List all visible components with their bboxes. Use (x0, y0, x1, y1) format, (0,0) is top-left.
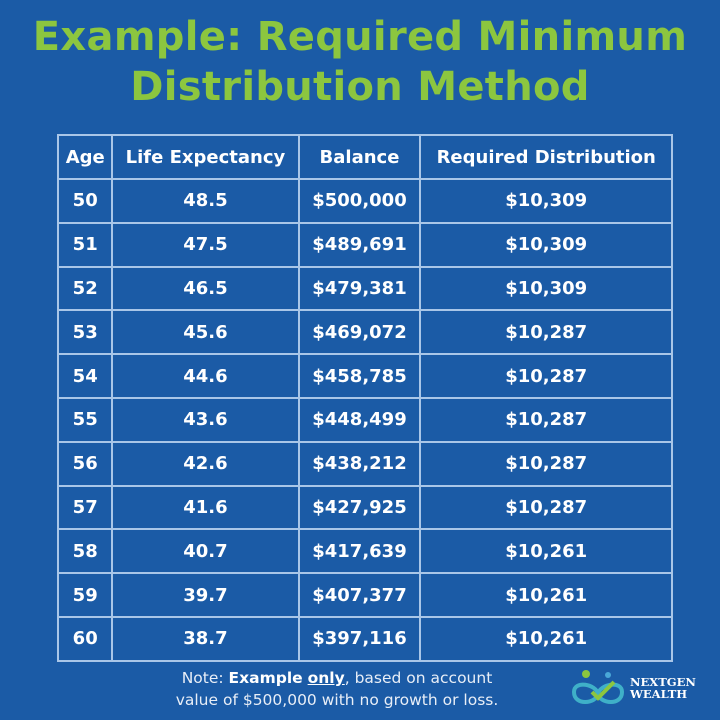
table-cell: 45.6 (111, 309, 300, 356)
table-cell: $427,925 (297, 484, 422, 531)
table-cell: $10,261 (419, 572, 673, 618)
note-line2: value of $500,000 with no growth or loss… (175, 691, 499, 709)
table-cell: 41.6 (111, 484, 300, 531)
table-cell: $438,212 (297, 440, 422, 487)
table-cell: $500,000 (297, 178, 422, 224)
table-row: 59 39.7 $407,377 $10,261 (56, 572, 673, 618)
table-cell: $417,639 (297, 528, 422, 575)
logo-text: NEXTGEN WEALTH (630, 676, 696, 700)
table-cell: 52 (56, 265, 114, 312)
note-underlined: only (307, 669, 345, 687)
table-cell: $10,287 (419, 484, 673, 531)
column-header: Age (56, 134, 114, 180)
table-cell: 43.6 (111, 396, 300, 443)
note-prefix: Note: (181, 669, 229, 687)
logo-line2: WEALTH (630, 687, 688, 701)
table-cell: 50 (56, 178, 114, 224)
table-row: 56 42.6 $438,212 $10,287 (56, 440, 673, 487)
table-cell: $10,309 (419, 265, 673, 312)
table-cell: 46.5 (111, 265, 300, 312)
table-cell: 44.6 (111, 353, 300, 399)
table-cell: $397,116 (297, 615, 422, 662)
nextgen-wealth-logo: NEXTGEN WEALTH (568, 666, 708, 714)
table-cell: 55 (56, 396, 114, 443)
table-cell: 47.5 (111, 221, 300, 268)
table-cell: $10,287 (419, 309, 673, 356)
table-cell: 38.7 (111, 615, 300, 662)
table-row: 58 40.7 $417,639 $10,261 (56, 528, 673, 575)
column-header: Life Expectancy (111, 134, 300, 180)
logo-line1: NEXTGEN (630, 675, 696, 689)
table-cell: $10,287 (419, 440, 673, 487)
table-cell: 56 (56, 440, 114, 487)
table-cell: 58 (56, 528, 114, 575)
table-header-row: Age Life Expectancy Balance Required Distri… (56, 134, 673, 180)
table-row: 54 44.6 $458,785 $10,287 (56, 353, 673, 399)
table-cell: 60 (56, 615, 114, 662)
note-bold: Example (228, 669, 303, 687)
column-header: Required Distribution (419, 134, 673, 180)
table-row: 60 38.7 $397,116 $10,261 (56, 615, 673, 662)
footnote: Note: Example only, based on account val… (172, 667, 502, 711)
table-cell: $469,072 (297, 309, 422, 356)
note-line1: , based on account (344, 669, 493, 687)
table-row: 53 45.6 $469,072 $10,287 (56, 309, 673, 356)
table-cell: 48.5 (111, 178, 300, 224)
table-cell: $479,381 (297, 265, 422, 312)
table-cell: 42.6 (111, 440, 300, 487)
page-title: Example: Required Minimum Distribution M… (32, 14, 688, 110)
table-cell: 40.7 (111, 528, 300, 575)
table-cell: $10,309 (419, 221, 673, 268)
table-cell: 57 (56, 484, 114, 531)
table-cell: $10,261 (419, 615, 673, 662)
table-row: 50 48.5 $500,000 $10,309 (56, 178, 673, 224)
table-cell: 53 (56, 309, 114, 356)
table-cell: $448,499 (297, 396, 422, 443)
column-header: Balance (297, 134, 422, 180)
table-cell: $10,287 (419, 396, 673, 443)
table-row: 51 47.5 $489,691 $10,309 (56, 221, 673, 268)
table-row: 57 41.6 $427,925 $10,287 (56, 484, 673, 531)
table-cell: $489,691 (297, 221, 422, 268)
table-cell: $10,309 (419, 178, 673, 224)
table-row: 52 46.5 $479,381 $10,309 (56, 265, 673, 312)
table-cell: $458,785 (297, 353, 422, 399)
table-cell: $10,287 (419, 353, 673, 399)
table-cell: $10,261 (419, 528, 673, 575)
infinity-logo-icon (571, 670, 625, 704)
table-cell: 51 (56, 221, 114, 268)
table-cell: 59 (56, 572, 114, 618)
table-cell: 39.7 (111, 572, 300, 618)
rmd-table: Age Life Expectancy Balance Required Distri… (56, 134, 673, 662)
table-cell: $407,377 (297, 572, 422, 618)
table-row: 55 43.6 $448,499 $10,287 (56, 396, 673, 443)
table-cell: 54 (56, 353, 114, 399)
